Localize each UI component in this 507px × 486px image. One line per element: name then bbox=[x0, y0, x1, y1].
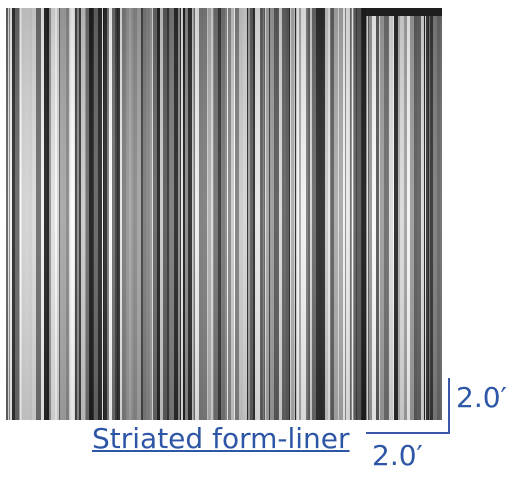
caption-link[interactable]: Striated form-liner bbox=[92, 422, 350, 455]
striated-texture-image bbox=[6, 8, 442, 420]
height-dimension-line bbox=[448, 378, 450, 434]
striation-pattern bbox=[6, 8, 442, 420]
height-dimension-label: 2.0′ bbox=[456, 381, 507, 414]
width-dimension-label: 2.0′ bbox=[372, 439, 423, 472]
width-dimension-line bbox=[366, 432, 450, 434]
